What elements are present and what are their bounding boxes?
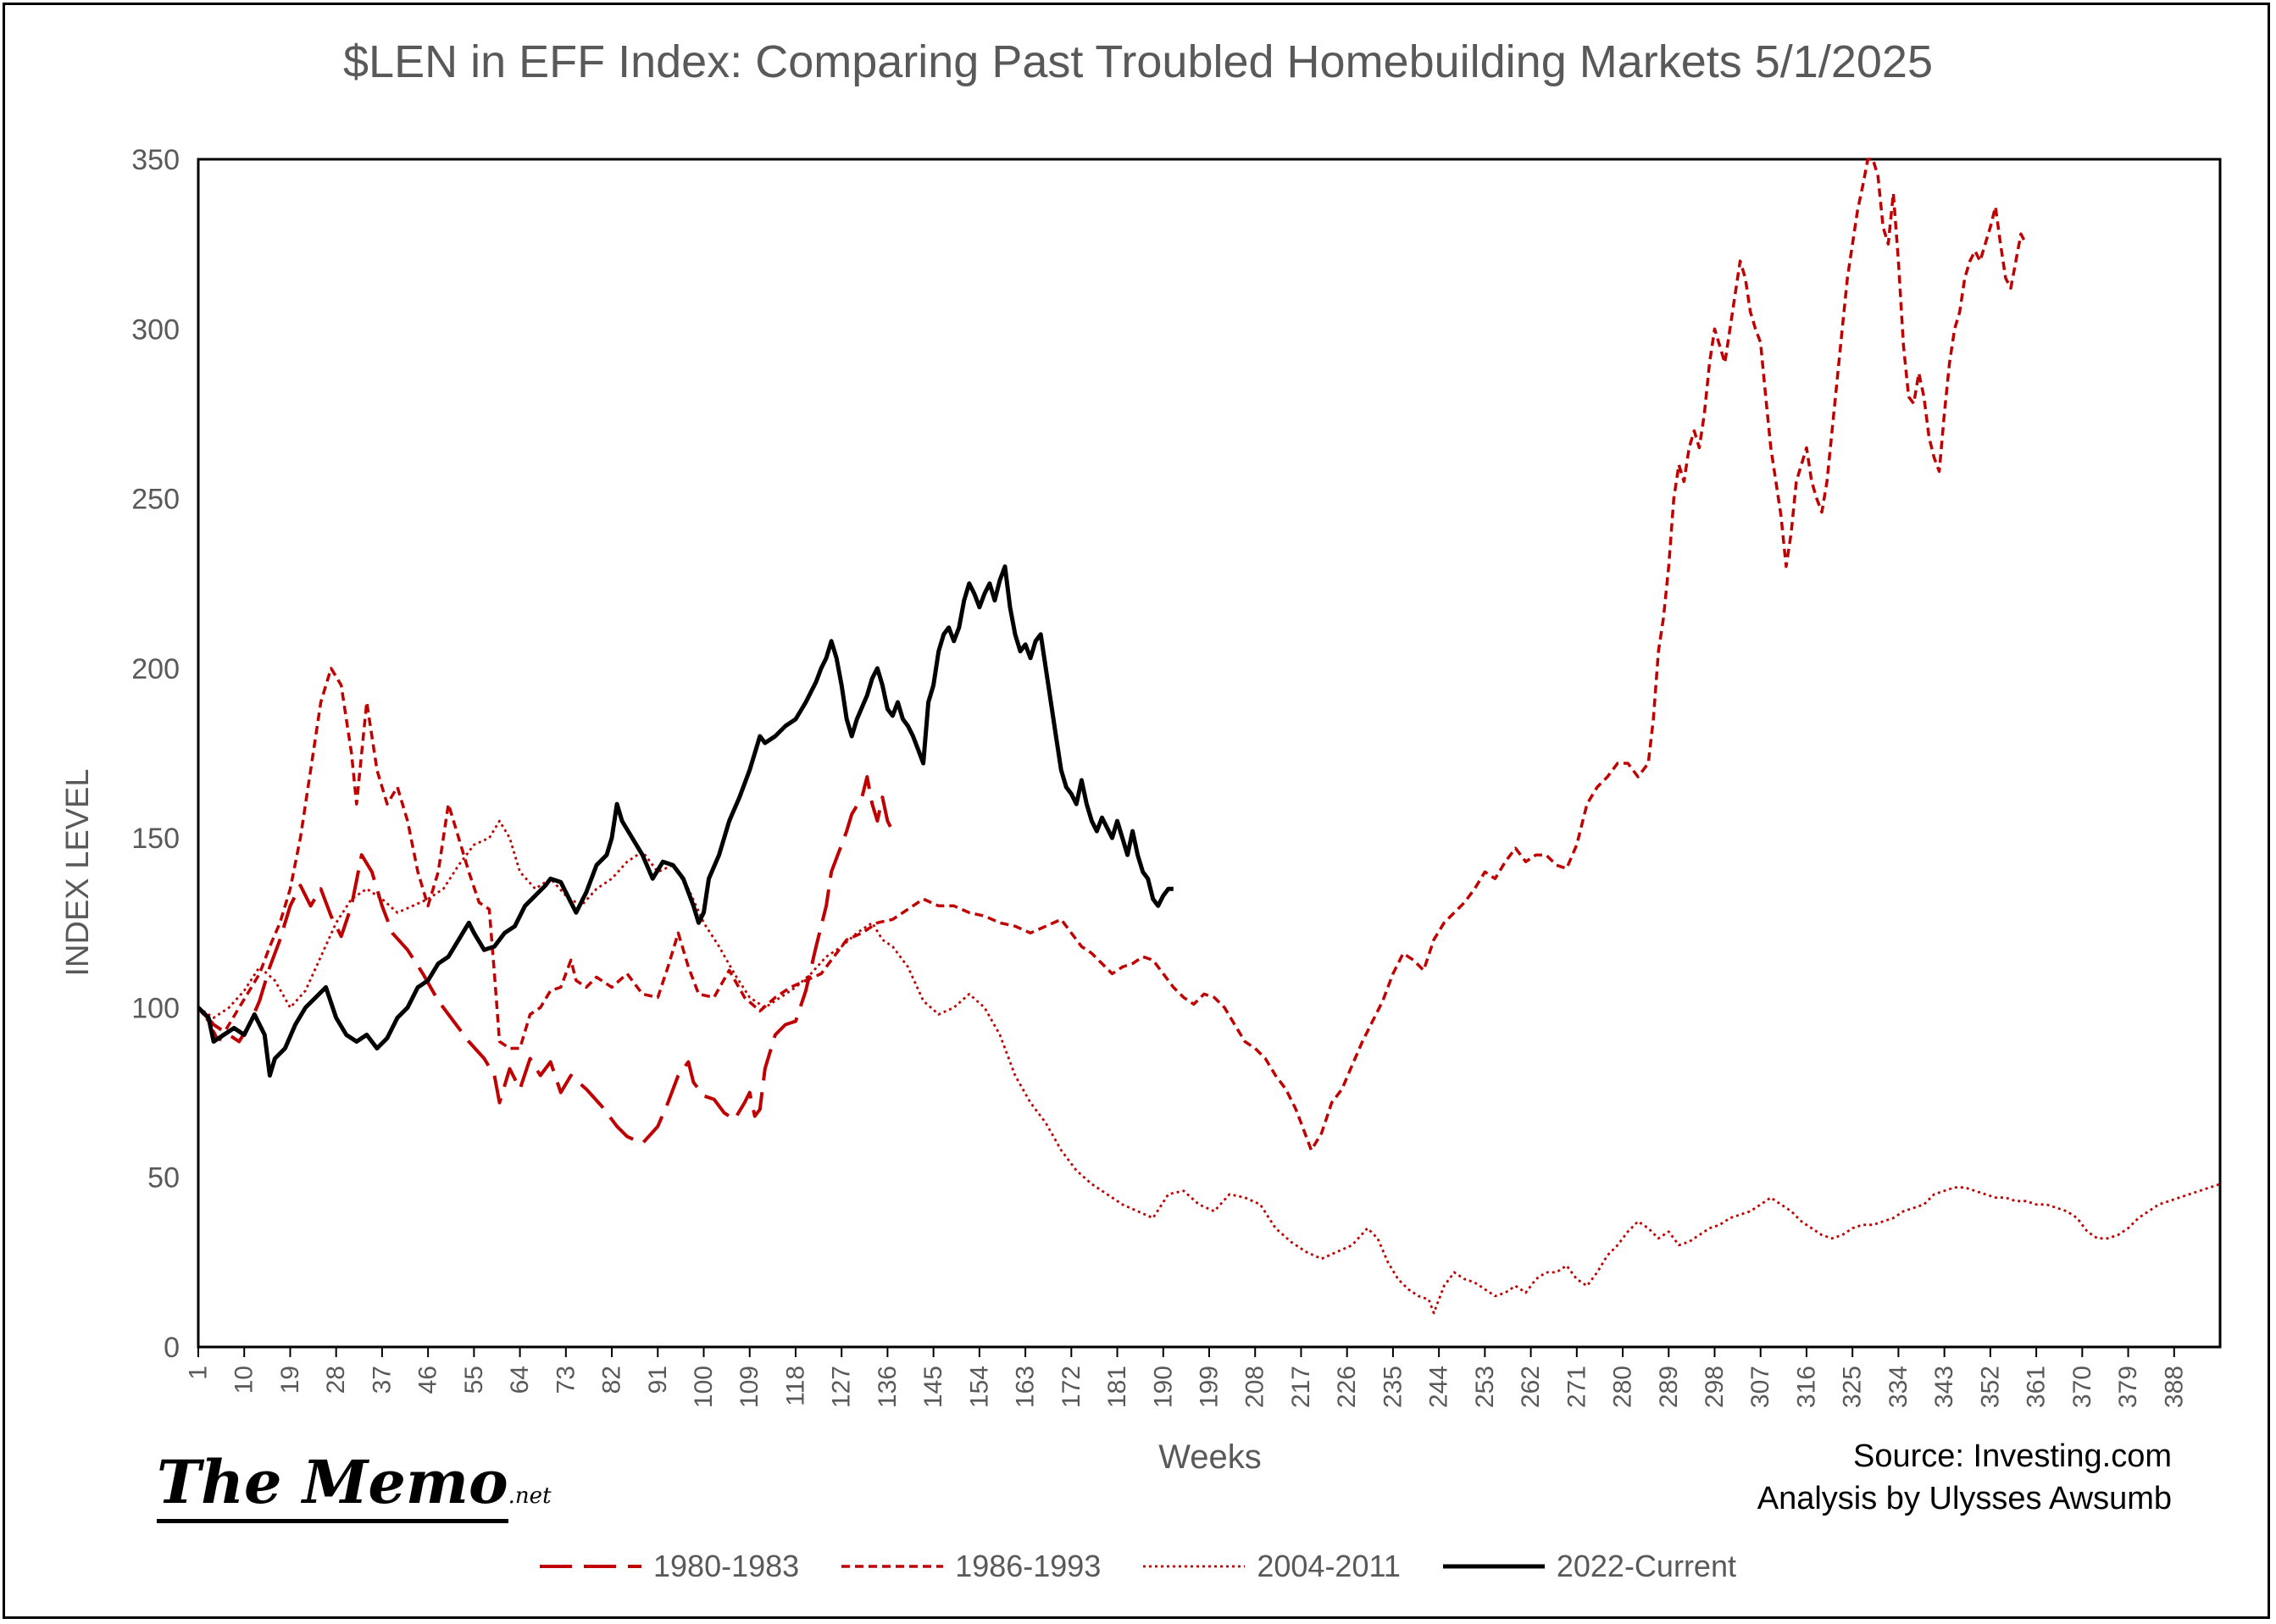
logo-sub-text: .net [508, 1483, 552, 1509]
legend-label: 1980-1983 [653, 1549, 800, 1583]
chart-frame [3, 3, 2270, 1619]
y-tick-label: 200 [131, 653, 180, 685]
series-line-1986-1993 [197, 158, 2028, 1152]
x-tick-label: 244 [1425, 1366, 1453, 1408]
x-tick-label: 118 [781, 1366, 809, 1406]
x-tick-label: 199 [1196, 1366, 1224, 1408]
x-tick-label: 316 [1792, 1366, 1820, 1408]
x-tick-label: 370 [2068, 1366, 2096, 1408]
chart-title: $LEN in EFF Index: Comparing Past Troubl… [343, 36, 1933, 87]
x-tick-label: 127 [828, 1366, 856, 1408]
x-tick-label: 190 [1149, 1366, 1177, 1408]
legend-swatch [540, 1565, 642, 1568]
x-tick-label: 1 [185, 1366, 213, 1380]
legend-swatch [1442, 1564, 1545, 1569]
x-tick-label: 226 [1333, 1366, 1361, 1408]
y-axis: 0 50 100 150 200 250 300 350 [131, 144, 180, 1364]
y-tick-label: 250 [131, 484, 180, 516]
legend-item: 1986-1993 [841, 1549, 1101, 1584]
source-note: Source: Investing.com [1853, 1438, 2172, 1474]
x-tick-label: 46 [414, 1366, 442, 1394]
series-line-1980-1983 [197, 775, 895, 1145]
x-tick-label: 55 [460, 1366, 488, 1394]
x-tick-label: 37 [368, 1366, 396, 1394]
x-tick-label: 253 [1471, 1366, 1499, 1408]
x-tick-label: 379 [2114, 1366, 2142, 1408]
legend-label: 1986-1993 [955, 1549, 1102, 1583]
the-memo-logo: The Memo.net [157, 1447, 552, 1523]
x-tick-label: 91 [644, 1366, 672, 1394]
x-axis: 1 10 19 28 37 46 55 64 73 82 91 100 109 118 127 136 145 1… [185, 1347, 2188, 1408]
series-line-2022-Current [197, 564, 1174, 1078]
x-tick-label: 388 [2160, 1366, 2188, 1408]
x-tick-label: 298 [1701, 1366, 1729, 1408]
x-tick-label: 154 [965, 1366, 993, 1408]
y-tick-label: 150 [131, 823, 180, 855]
y-tick-label: 300 [131, 313, 180, 346]
y-tick-label: 100 [131, 992, 180, 1024]
series-layer [197, 158, 2221, 1315]
y-tick-label: 350 [131, 144, 180, 176]
x-tick-label: 361 [2023, 1366, 2051, 1408]
x-tick-label: 163 [1012, 1366, 1040, 1408]
x-tick-label: 10 [230, 1366, 258, 1394]
x-tick-label: 208 [1241, 1366, 1269, 1408]
y-tick-label: 50 [147, 1162, 180, 1194]
x-tick-label: 235 [1379, 1366, 1407, 1408]
x-tick-label: 325 [1839, 1366, 1867, 1408]
logo-main-text: The Memo [157, 1447, 508, 1523]
x-tick-label: 82 [598, 1366, 626, 1394]
legend-label: 2022-Current [1556, 1549, 1736, 1583]
x-tick-label: 64 [506, 1366, 534, 1394]
y-tick-label: 0 [164, 1332, 180, 1364]
x-tick-label: 217 [1287, 1366, 1315, 1408]
y-axis-label: INDEX LEVEL [60, 768, 96, 977]
legend-item: 2004-2011 [1143, 1549, 1401, 1584]
analysis-note: Analysis by Ulysses Awsumb [1757, 1481, 2172, 1516]
legend-swatch [1143, 1565, 1246, 1568]
x-axis-label: Weeks [1158, 1438, 1262, 1476]
legend: 1980-1983 1986-1993 2004-2011 2022-Current [0, 1549, 2276, 1584]
x-tick-label: 352 [1976, 1366, 2004, 1408]
x-tick-label: 73 [552, 1366, 580, 1394]
legend-item: 1980-1983 [540, 1549, 799, 1584]
x-tick-label: 172 [1058, 1366, 1085, 1408]
x-tick-label: 145 [919, 1366, 947, 1408]
x-tick-label: 334 [1885, 1366, 1912, 1408]
x-tick-label: 19 [276, 1366, 304, 1394]
x-tick-label: 262 [1517, 1366, 1545, 1408]
x-tick-label: 181 [1103, 1366, 1131, 1408]
x-tick-label: 109 [736, 1366, 763, 1408]
x-tick-label: 100 [690, 1366, 718, 1408]
x-tick-label: 136 [874, 1366, 902, 1408]
x-tick-label: 28 [322, 1366, 350, 1394]
x-tick-label: 343 [1930, 1366, 1958, 1408]
x-tick-label: 289 [1655, 1366, 1683, 1408]
legend-item: 2022-Current [1442, 1549, 1736, 1584]
series-line-2004-2011 [197, 819, 2221, 1315]
x-tick-label: 307 [1746, 1366, 1774, 1408]
x-tick-label: 280 [1609, 1366, 1637, 1408]
plot-border [197, 158, 2222, 1349]
legend-swatch [841, 1565, 944, 1568]
legend-label: 2004-2011 [1257, 1549, 1401, 1583]
x-tick-label: 271 [1563, 1366, 1590, 1408]
